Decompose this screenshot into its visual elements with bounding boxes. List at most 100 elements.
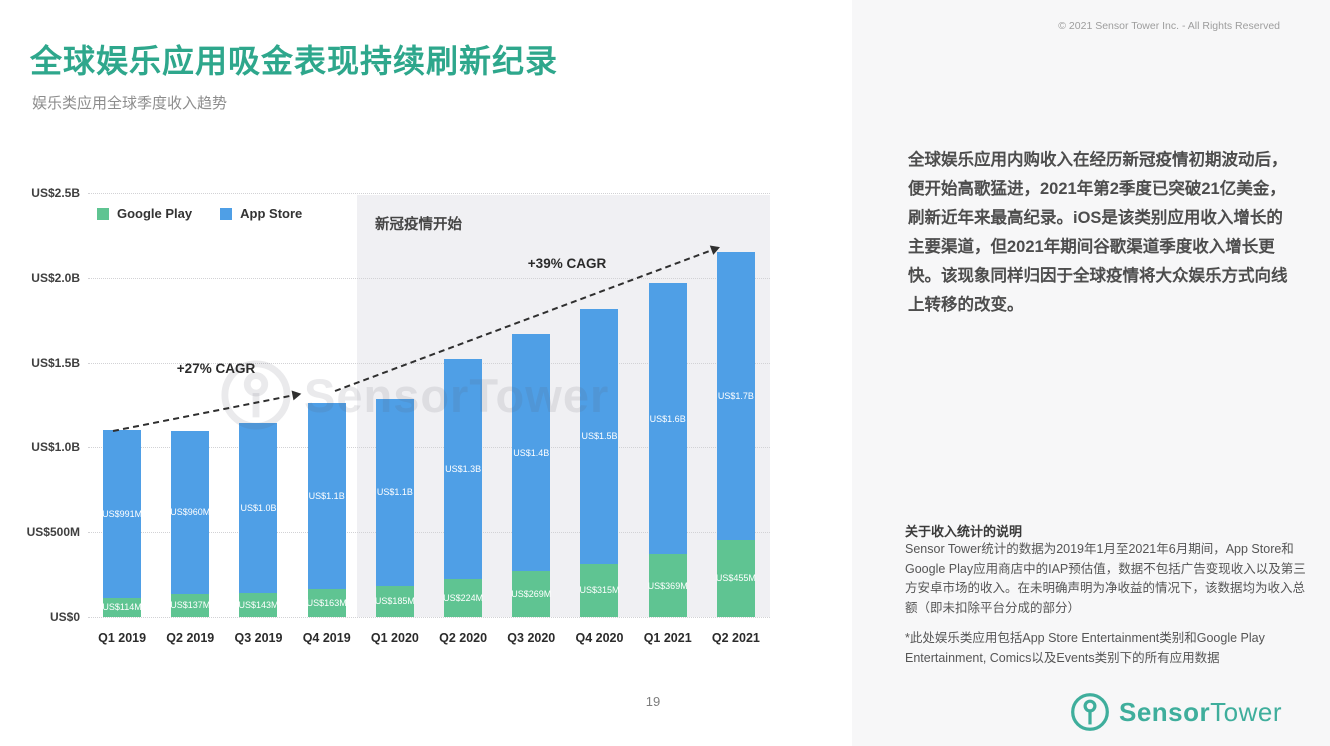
right-panel [852,0,1330,746]
bar-value-label: US$114M [102,602,142,613]
bar: US$1.6B US$369M [647,283,688,617]
copyright-text: © 2021 Sensor Tower Inc. - All Rights Re… [1058,20,1280,32]
bar-segment-google-play: US$163M [306,589,347,617]
legend-item-google-play: Google Play [97,206,192,221]
bar-value-label: US$1.6B [649,413,686,424]
bar-value-label: US$185M [374,596,415,607]
sensor-tower-logo-text: SensorTower [1119,697,1282,728]
y-tick-label: US$1.0B [31,440,80,455]
bar-segment-google-play: US$185M [374,585,415,617]
bar: US$991M US$114M [102,429,143,617]
y-tick-label: US$2.0B [31,270,80,285]
bar: US$1.1B US$185M [374,399,415,617]
bar-value-label: US$137M [170,600,211,611]
bar: US$1.3B US$224M [443,358,484,617]
bar: US$1.0B US$143M [238,423,279,617]
bar-value-label: US$960M [170,507,211,518]
chart-legend: Google Play App Store [97,206,302,221]
bar: US$1.1B US$163M [306,402,347,617]
bar: US$1.5B US$315M [579,309,620,617]
bar-segment-app-store: US$1.6B [648,283,687,555]
bar-value-label: US$369M [647,580,688,591]
bar-value-label: US$1.0B [240,502,277,513]
plot-area: Google Play App Store 新冠疫情开始 SensorTower… [88,193,770,645]
cagr-label-2019: +27% CAGR [176,361,256,376]
bar: US$1.4B US$269M [511,333,552,617]
insight-paragraph: 全球娱乐应用内购收入在经历新冠疫情初期波动后，便开始高歌猛进，2021年第2季度… [908,151,1288,314]
google-play-swatch-icon [97,207,109,220]
bar-segment-google-play: US$224M [443,579,484,617]
x-tick-label: Q2 2021 [711,631,760,645]
bar-value-label: US$315M [579,585,620,596]
legend-label-app-store: App Store [240,206,303,221]
bar-segment-app-store: US$1.1B [375,399,414,586]
bar-column: US$1.6B US$369M Q1 2021 [634,193,702,645]
cagr-label-2020-2021: +39% CAGR [527,256,607,271]
bar-segment-app-store: US$1.4B [512,333,551,572]
bar-segment-google-play: US$455M [715,539,756,617]
sensor-tower-logo: SensorTower [1070,692,1282,732]
bar-column: US$991M US$114M Q1 2019 [88,193,156,645]
bar-column: US$1.7B US$455M Q2 2021 [702,193,770,645]
arrowhead-icon [291,388,303,401]
x-tick-label: Q1 2019 [98,631,147,645]
notes-body: Sensor Tower统计的数据为2019年1月至2021年6月期间，App … [905,542,1306,615]
y-tick-label: US$0 [49,610,80,624]
page-title: 全球娱乐应用吸金表现持续刷新纪录 [30,43,559,79]
y-axis: US$2.5B US$2.0B US$1.5B US$1.0B US$500M US$0 [0,186,80,624]
covid-annotation-label: 新冠疫情开始 [375,217,462,233]
logo-text-bold: Sensor [1118,696,1211,727]
bar-value-label: US$224M [443,593,484,603]
x-tick-label: Q3 2020 [507,631,556,645]
bar-value-label: US$1.4B [513,447,550,458]
page-subtitle: 娱乐类应用全球季度收入趋势 [32,95,228,112]
legend-item-app-store: App Store [220,206,302,221]
x-tick-label: Q3 2019 [234,631,283,645]
bar-segment-google-play: US$137M [170,593,211,617]
bar-column: US$1.4B US$269M Q3 2020 [497,193,565,645]
bar-value-label: US$1.5B [581,431,618,442]
bar-column: US$1.3B US$224M Q2 2020 [429,193,497,645]
x-tick-label: Q1 2020 [370,631,419,645]
bar: US$960M US$137M [170,430,211,617]
bar-segment-app-store: US$991M [102,429,143,598]
bar-segment-app-store: US$1.3B [444,358,483,580]
bar-value-label: US$1.1B [308,491,345,502]
bar-value-label: US$1.7B [717,390,754,401]
bar-value-label: US$455M [715,573,756,584]
bar-value-label: US$143M [238,599,279,610]
footnote: *此处娱乐类应用包括App Store Entertainment类别和Goog… [905,631,1265,665]
x-tick-label: Q4 2020 [575,631,624,645]
x-tick-label: Q2 2020 [439,631,488,645]
gridline [88,532,770,534]
bar-segment-google-play: US$269M [511,571,552,617]
bar-column: US$1.0B US$143M Q3 2019 [224,193,292,645]
x-tick-label: Q4 2019 [302,631,351,645]
bar-value-label: US$991M [102,508,143,519]
covid-shaded-region [356,195,770,617]
gridline [88,447,770,449]
bar-segment-google-play: US$369M [647,554,688,617]
bar-segment-app-store: US$960M [170,430,211,594]
logo-text-regular: Tower [1210,696,1282,727]
bar-column: US$1.1B US$163M Q4 2019 [293,193,361,645]
bar-segment-google-play: US$143M [238,592,279,617]
legend-label-google-play: Google Play [117,206,193,221]
bar-segment-app-store: US$1.0B [239,423,278,593]
bar-value-label: US$163M [306,598,347,609]
bar-value-label: US$1.1B [376,487,413,498]
bar-column: US$1.1B US$185M Q1 2020 [361,193,429,645]
gridline [88,277,770,279]
y-tick-label: US$1.5B [31,355,80,370]
notes-heading: 关于收入统计的说明 [905,524,1023,539]
sensor-tower-logo-icon [1071,693,1109,731]
bar-segment-app-store: US$1.5B [580,309,619,564]
bar-column: US$1.5B US$315M Q4 2020 [565,193,633,645]
bar-value-label: US$269M [511,589,552,600]
gridline [88,193,770,194]
y-tick-label: US$2.5B [31,186,80,200]
y-tick-label: US$500M [26,525,80,540]
gridline [88,617,770,618]
x-tick-label: Q2 2019 [166,631,215,645]
